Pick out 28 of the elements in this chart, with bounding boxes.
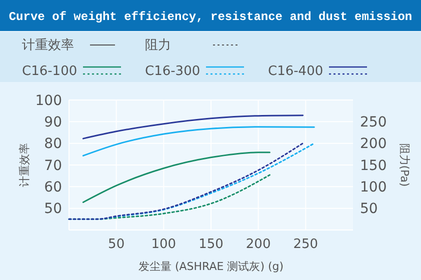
line-series — [82, 126, 315, 156]
y-tick-label: 90 — [44, 114, 62, 131]
chart-title: Curve of weight efficiency, resistance and dust emission — [8, 10, 412, 24]
y2-tick-label: 50 — [360, 201, 378, 218]
x-tick-label: 200 — [246, 237, 271, 252]
text: 计重效率 — [22, 37, 74, 53]
text: 阻力 — [145, 38, 171, 53]
legend-label: C16-400 — [268, 64, 324, 79]
y2-tick-label: 150 — [360, 158, 387, 174]
y2-tick-label: 100 — [360, 180, 387, 196]
x-tick-label: 50 — [108, 237, 125, 252]
y-tick-label: 100 — [35, 92, 62, 109]
y2-tick-label: 250 — [360, 114, 387, 131]
y-tick-label: 60 — [44, 180, 62, 196]
line-series — [82, 152, 270, 204]
x-tick-label: 100 — [151, 237, 176, 252]
x-axis-title: 发尘量 (ASHRAE 测试灰) (g) — [138, 260, 284, 273]
y-tick-label: 80 — [44, 136, 62, 152]
line-series — [82, 114, 304, 140]
y2-axis-title: 阻力(Pa) — [398, 143, 411, 187]
y-axis-title: 计重效率 — [18, 143, 31, 187]
legend-label: C16-100 — [22, 64, 78, 79]
y-tick-label: 50 — [44, 201, 62, 218]
y-tick-label: 70 — [44, 158, 62, 174]
x-tick-label: 250 — [293, 237, 318, 252]
legend-label: C16-300 — [145, 64, 200, 79]
x-tick-label: 150 — [198, 237, 224, 252]
y2-tick-label: 200 — [360, 136, 387, 152]
